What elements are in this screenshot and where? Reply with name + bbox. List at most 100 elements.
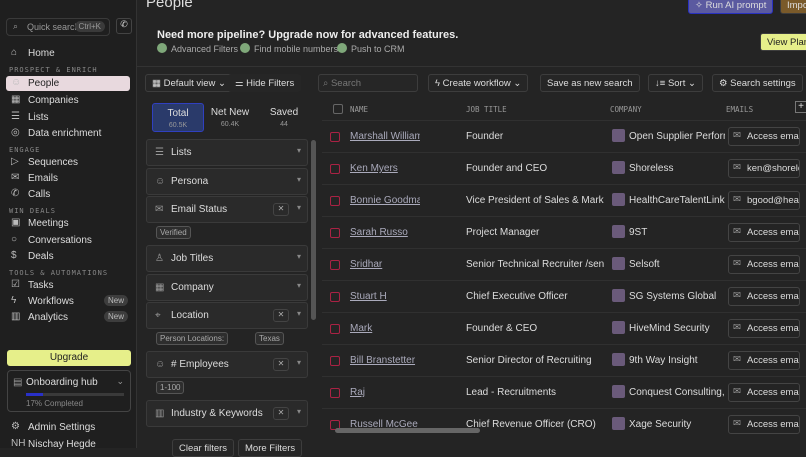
filters-scrollbar[interactable] (311, 140, 316, 320)
access-email-button[interactable]: Access email (728, 319, 800, 338)
filter--employees[interactable]: ☺ # Employees ✕ ▾ (146, 351, 308, 378)
access-email-button[interactable]: Access email (728, 255, 800, 274)
sidebar-item-admin-settings[interactable]: ⚙ Admin Settings (6, 420, 130, 435)
row-checkbox[interactable] (330, 356, 340, 366)
sidebar-item-deals[interactable]: $ Deals (6, 249, 130, 264)
company-name-link[interactable]: HiveMind Security (629, 323, 710, 334)
company-name-link[interactable]: Selsoft (629, 259, 660, 270)
sidebar-item-conversations[interactable]: ○ Conversations (6, 233, 130, 248)
column-header-company[interactable]: COMPANY (610, 105, 642, 114)
access-email-button[interactable]: ken@shoreless.com (728, 159, 800, 178)
clear-filter-icon[interactable]: ✕ (273, 358, 289, 371)
sidebar-item-companies[interactable]: ▦ Companies (6, 93, 130, 108)
sidebar-item-workflows[interactable]: ϟ Workflows New (6, 294, 130, 309)
company-name-link[interactable]: Conquest Consulting, LLC (629, 387, 725, 398)
filter-chip[interactable]: 1-100 (156, 381, 185, 394)
tab-total[interactable]: Total 60.5K (152, 103, 204, 132)
tab-saved[interactable]: Saved 44 (258, 103, 310, 132)
row-checkbox[interactable] (330, 228, 340, 238)
row-checkbox[interactable] (330, 324, 340, 334)
view-plans-button[interactable]: View Plans (760, 33, 806, 51)
filter-chip[interactable]: Verified (156, 226, 191, 239)
row-checkbox[interactable] (330, 292, 340, 302)
access-email-button[interactable]: Access email (728, 127, 800, 146)
search-settings-button[interactable]: ⚙ Search settings (712, 74, 803, 92)
person-name-link[interactable]: Raj (350, 387, 366, 398)
table-horizontal-scrollbar[interactable] (335, 428, 480, 433)
upgrade-button[interactable]: Upgrade (7, 350, 131, 366)
run-ai-prompt-button[interactable]: ✧ Run AI prompt (688, 0, 774, 14)
company-name-link[interactable]: 9th Way Insight (629, 355, 698, 366)
filter-job-titles[interactable]: ♙ Job Titles ▾ (146, 245, 308, 272)
person-name-link[interactable]: Stuart H (350, 291, 387, 302)
more-filters-button[interactable]: More Filters (238, 439, 303, 457)
company-name-link[interactable]: Shoreless (629, 163, 674, 174)
access-email-button[interactable]: Access email (728, 351, 800, 370)
row-checkbox[interactable] (330, 196, 340, 206)
person-name-link[interactable]: Ken Myers (350, 163, 398, 174)
row-checkbox[interactable] (330, 164, 340, 174)
phone-icon[interactable]: ✆ (116, 18, 132, 34)
filter-industry-keywords[interactable]: ▥ Industry & Keywords ✕ ▾ (146, 400, 308, 427)
clear-filters-button[interactable]: Clear filters (172, 439, 235, 457)
nav-icon: NH (11, 438, 26, 449)
access-email-button[interactable]: Access email (728, 287, 800, 306)
sidebar-item-home[interactable]: ⌂ Home (6, 46, 130, 61)
column-header-name[interactable]: NAME (350, 105, 369, 114)
clear-filter-icon[interactable]: ✕ (273, 309, 289, 322)
person-name-link[interactable]: Mark (350, 323, 373, 334)
collapse-icon[interactable]: ⌄ (116, 376, 124, 386)
sidebar-item-analytics[interactable]: ▥ Analytics New (6, 310, 130, 325)
sort-button[interactable]: ↓≡ Sort ⌄ (648, 74, 703, 92)
default-view-button[interactable]: ▦ Default view ⌄ (145, 74, 233, 92)
company-name-link[interactable]: 9ST (629, 227, 648, 238)
filter-location[interactable]: ⌖ Location ✕ ▾ (146, 302, 308, 329)
filter-persona[interactable]: ☺ Persona ▾ (146, 168, 308, 195)
sidebar-item-emails[interactable]: ✉ Emails (6, 171, 130, 186)
person-name-link[interactable]: Marshall Williams (350, 131, 420, 142)
company-name-link[interactable]: Open Supplier Performance (629, 131, 725, 142)
column-header-emails[interactable]: EMAILS (726, 105, 754, 114)
select-all-checkbox[interactable] (333, 104, 343, 114)
access-email-button[interactable]: Access email (728, 383, 800, 402)
sidebar-item-nischay-hegde[interactable]: NH Nischay Hegde (6, 437, 130, 452)
import-button[interactable]: Import (780, 0, 806, 14)
row-checkbox[interactable] (330, 388, 340, 398)
sidebar-item-data-enrichment[interactable]: ◎ Data enrichment (6, 126, 130, 141)
sidebar-item-sequences[interactable]: ▷ Sequences (6, 155, 130, 170)
onboarding-hub[interactable]: ▤ Onboarding hub ⌄ 17% Completed (7, 370, 131, 412)
add-column-icon[interactable]: + (795, 101, 806, 113)
person-name-link[interactable]: Sarah Russo (350, 227, 408, 238)
company-name-link[interactable]: SG Systems Global (629, 291, 717, 302)
filter-lists[interactable]: ☰ Lists ▾ (146, 139, 308, 166)
row-checkbox[interactable] (330, 260, 340, 270)
person-name-link[interactable]: Russell McGee (350, 419, 418, 430)
clear-filter-icon[interactable]: ✕ (273, 203, 289, 216)
search-input[interactable]: ⌕ Search (318, 74, 418, 92)
sidebar-item-meetings[interactable]: ▣ Meetings (6, 216, 130, 231)
person-name-link[interactable]: Sridhar (350, 259, 383, 270)
clear-filter-icon[interactable]: ✕ (273, 407, 289, 420)
filter-email-status[interactable]: ✉ Email Status ✕ ▾ (146, 196, 308, 223)
sidebar-item-people[interactable]: ☺ People (6, 76, 130, 91)
access-email-button[interactable]: Access email (728, 415, 800, 434)
access-email-button[interactable]: bgood@healthcaretalent.com (728, 191, 800, 210)
company-name-link[interactable]: Xage Security (629, 419, 692, 430)
person-name-link[interactable]: Bonnie Goodman (350, 195, 420, 206)
company-name-link[interactable]: HealthCareTalentLink (629, 195, 725, 206)
filter-company[interactable]: ▦ Company ▾ (146, 274, 308, 301)
filter-chip[interactable]: Person Locations: (156, 332, 229, 345)
hide-filters-button[interactable]: ⚌ Hide Filters (228, 74, 302, 92)
quick-search-input[interactable]: ⌕ Quick search Ctrl+K (6, 18, 110, 36)
column-header-job-title[interactable]: JOB TITLE (466, 105, 507, 114)
tab-net-new[interactable]: Net New 60.4K (204, 103, 256, 132)
sidebar-item-lists[interactable]: ☰ Lists (6, 110, 130, 125)
save-search-button[interactable]: Save as new search (540, 74, 640, 92)
sidebar-item-tasks[interactable]: ☑ Tasks (6, 278, 130, 293)
row-checkbox[interactable] (330, 132, 340, 142)
person-name-link[interactable]: Bill Branstetter (350, 355, 416, 366)
access-email-button[interactable]: Access email (728, 223, 800, 242)
filter-chip[interactable]: Texas (255, 332, 284, 345)
create-workflow-button[interactable]: ϟ Create workflow ⌄ (428, 74, 529, 92)
sidebar-item-calls[interactable]: ✆ Calls (6, 187, 130, 202)
